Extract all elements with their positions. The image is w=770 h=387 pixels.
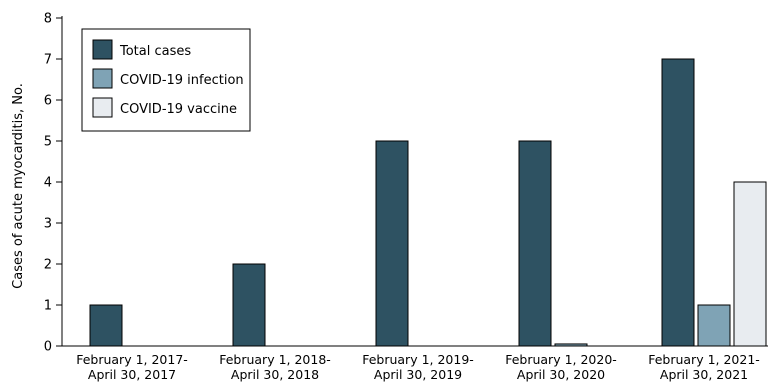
x-category-label: April 30, 2021	[660, 367, 748, 382]
x-category-label: April 30, 2018	[231, 367, 319, 382]
legend-label: Total cases	[119, 44, 191, 59]
x-category-label: April 30, 2020	[517, 367, 605, 382]
bar-covid-19-vaccine	[733, 181, 767, 347]
x-category-label: February 1, 2020-	[505, 352, 617, 367]
y-tick-label: 7	[44, 53, 52, 68]
y-tick-label: 8	[44, 12, 52, 27]
x-axis: February 1, 2017-April 30, 2017 February …	[62, 345, 768, 382]
y-axis: 0 1 2 3 4 5 6 7 8	[44, 12, 63, 355]
bar-total-cases	[661, 58, 695, 347]
y-tick-label: 0	[44, 340, 52, 355]
x-category-label: February 1, 2018-	[219, 352, 331, 367]
legend-swatch	[92, 68, 113, 89]
y-tick-label: 2	[44, 258, 52, 273]
bar-total-cases	[232, 263, 266, 347]
y-axis-title-group: Cases of acute myocarditis, No.	[11, 83, 26, 289]
y-tick-label: 6	[44, 94, 52, 109]
y-tick-label: 1	[44, 299, 52, 314]
legend-label: COVID-19 vaccine	[120, 102, 237, 117]
legend-swatch	[92, 97, 113, 118]
bar-total-cases	[518, 140, 552, 347]
bar-total-cases	[89, 304, 123, 347]
legend-swatch	[92, 39, 113, 60]
bars	[89, 58, 767, 347]
bar-total-cases	[375, 140, 409, 347]
bar-covid-19-infection	[554, 343, 588, 347]
y-axis-title: Cases of acute myocarditis, No.	[11, 83, 26, 289]
x-category-label: April 30, 2019	[374, 367, 462, 382]
bar-covid-19-infection	[697, 304, 731, 347]
x-category-label: February 1, 2021-	[648, 352, 760, 367]
legend-label: COVID-19 infection	[120, 73, 244, 88]
x-category-label: February 1, 2017-	[76, 352, 188, 367]
y-tick-label: 5	[44, 135, 52, 150]
legend: Total cases COVID-19 infection COVID-19 va…	[81, 28, 251, 132]
y-tick-label: 4	[44, 176, 52, 191]
x-category-label: February 1, 2019-	[362, 352, 474, 367]
y-tick-label: 3	[44, 217, 52, 232]
x-category-label: April 30, 2017	[88, 367, 176, 382]
